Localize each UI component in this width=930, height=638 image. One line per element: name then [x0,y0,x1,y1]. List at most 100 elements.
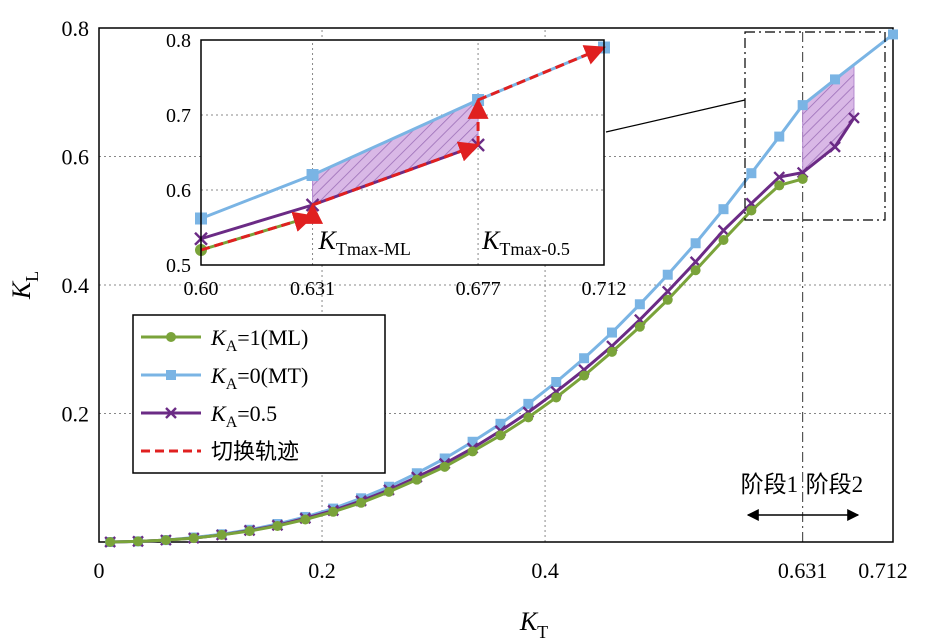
legend-label: 切换轨迹 [211,439,299,464]
series-mt-point [718,204,729,215]
series-mt-point [579,353,590,364]
legend-label-sub: A [226,338,238,355]
y-tick-label: 0.6 [62,145,90,170]
series-half-point-stroke [717,224,730,237]
legend-entry: KA=0(MT) [141,363,308,393]
inset-x-tick-label: 0.60 [184,278,219,300]
inset-y-tick-label: 0.8 [166,30,191,52]
series-mt-point [774,131,785,142]
main-annotations: 阶段1 阶段2 [605,31,886,521]
x-tick-label: 0.2 [308,558,336,583]
series-ml-point [718,235,729,246]
series-half-point [829,141,841,153]
series-mt-point [411,468,422,479]
series-ml-point [300,514,311,525]
series-ml-point [467,446,478,457]
series-mt-point [830,74,841,85]
series-ml-point [797,173,808,184]
series-ml-point [356,497,367,508]
series-ml-point [160,535,171,546]
series-half-point [717,224,730,237]
series-ml-point [328,506,339,517]
x-axis-label: KT [519,607,548,638]
series-half-point-stroke [773,171,786,183]
series-mt-point [467,436,478,447]
series-mt-point [690,238,701,249]
y-tick-label: 0.2 [62,402,90,427]
series-mt-point [383,481,394,492]
series-ml-point [133,536,144,547]
legend-label: KA=1(ML) [210,325,308,355]
zoom-box [744,31,886,221]
series-ml-point [523,412,534,423]
series-mt-point [551,377,562,388]
series-ml-point [690,265,701,276]
series-ml-point [662,294,673,305]
legend-label-main: K [210,363,227,388]
legend-label-rest: =1(ML) [237,325,308,350]
series-ml-point [579,370,590,381]
label-ktmax-ml-sub: Tmax-ML [336,239,411,259]
legend-label-sub: A [226,376,238,393]
inset-series-mt-point [306,169,319,181]
series-ml-point [551,392,562,403]
series-ml-point [105,537,116,547]
series-half-point-stroke [829,141,841,153]
series-half-point-stroke [848,112,860,124]
series-half-point-stroke [634,313,646,326]
y-tick-label: 0.4 [62,273,90,298]
legend-label-sub: A [226,414,238,431]
series-ml-point [188,533,199,544]
legend-box [132,314,386,474]
legend-swatch-marker [166,370,176,380]
label-ktmax-half-sub: Tmax-0.5 [499,239,569,259]
inset-y-tick-label: 0.7 [166,105,191,127]
series-mt-point [634,299,645,310]
series-mt-point [797,100,808,111]
x-tick-label: 0.4 [531,558,559,583]
x-tick-label: 0.631 [778,558,828,583]
main-shaded-region [802,63,855,174]
legend-entry: KA=1(ML) [141,325,308,355]
legend-label-main: K [210,401,227,426]
phase2-label: 阶段2 [806,472,864,497]
series-ml-point [244,526,255,537]
legend-label-main: K [210,325,227,350]
series-ml-point [634,321,645,332]
y-tick-label: 0.8 [62,16,90,41]
y-axis-label: KL [7,271,42,300]
series-mt-point [495,418,506,429]
legend-swatch-marker [166,332,176,342]
legend-entry: 切换轨迹 [141,439,299,464]
x-tick-label: 0 [94,558,105,583]
legend-entry: KA=0.5 [141,401,277,431]
legend-label-rest: =0.5 [237,401,277,426]
inset-y-tick-label: 0.6 [166,180,191,202]
series-half-point-stroke [689,256,702,268]
inset-x-tick-label: 0.712 [582,278,627,300]
inset-series-mt-line [200,46,605,220]
main-series [104,29,898,548]
series-ml-point [606,346,617,357]
legend-label-rest: =0(MT) [237,363,308,388]
inset-x-tick-label: 0.677 [456,278,501,300]
inset-y-tick-label: 0.5 [166,255,191,277]
series-mt-point [439,453,450,464]
series-ml-point [439,461,450,472]
series-mt-point [888,29,898,40]
series-ml-point [746,205,757,216]
legend-label: KA=0.5 [210,401,277,431]
plot-frame [98,27,894,543]
switch-trajectory-segment [312,141,481,207]
series-ml-point [495,430,506,441]
y-axis-label-sub: L [22,271,42,282]
series-half-point [848,112,860,124]
series-ml-point [383,486,394,497]
switch-trajectory-segment [477,45,606,102]
x-axis-label-sub: T [537,622,548,638]
series-half-point-stroke [661,285,674,298]
x-tick-label: 0.712 [858,558,908,583]
series-mt-point [606,327,617,338]
